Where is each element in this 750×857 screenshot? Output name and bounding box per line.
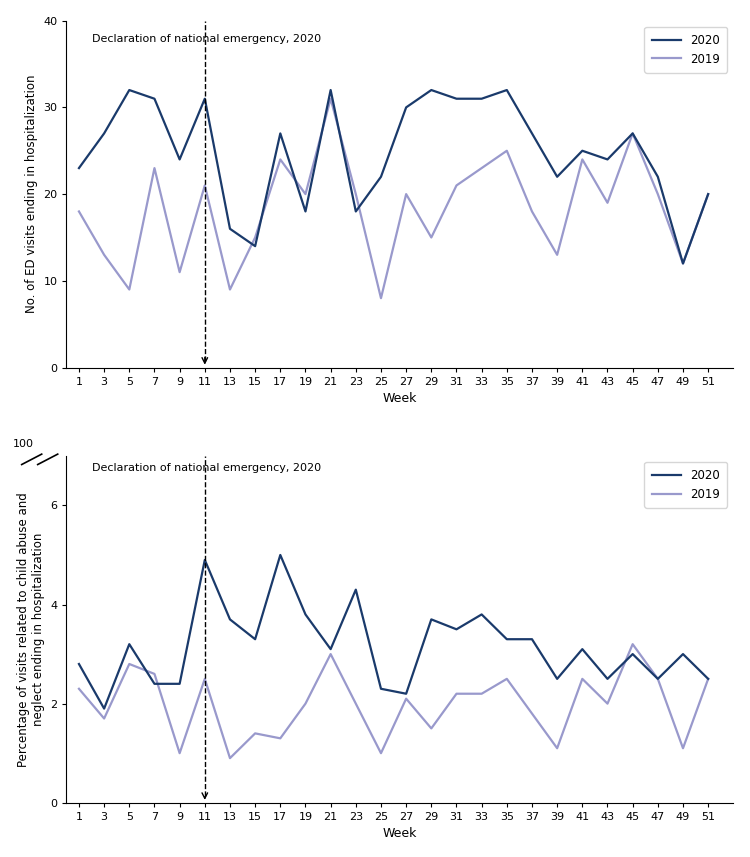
Text: Declaration of national emergency, 2020: Declaration of national emergency, 2020 (92, 464, 321, 473)
Text: Declaration of national emergency, 2020: Declaration of national emergency, 2020 (92, 33, 321, 44)
Legend: 2020, 2019: 2020, 2019 (644, 462, 728, 508)
Y-axis label: No. of ED visits ending in hospitalization: No. of ED visits ending in hospitalizati… (25, 75, 38, 314)
Y-axis label: Percentage of visits related to child abuse and
neglect ending in hospitalizatio: Percentage of visits related to child ab… (16, 492, 45, 767)
X-axis label: Week: Week (382, 827, 417, 841)
X-axis label: Week: Week (382, 393, 417, 405)
Legend: 2020, 2019: 2020, 2019 (644, 27, 728, 73)
Text: 100: 100 (13, 439, 34, 449)
